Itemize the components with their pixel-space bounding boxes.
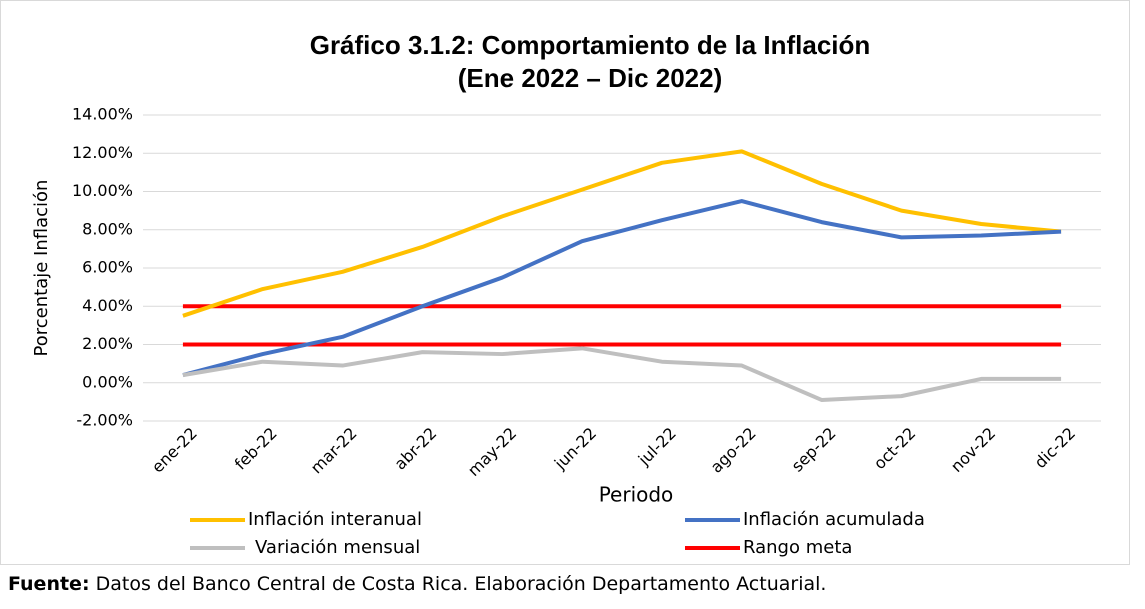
legend-label: Inflación interanual (248, 509, 422, 530)
y-tick-label: 6.00% (82, 258, 133, 277)
y-axis-label: Porcentaje Inflación (31, 180, 52, 357)
chart-title: (Ene 2022 – Dic 2022) (458, 63, 723, 93)
y-tick-label: 8.00% (82, 219, 133, 238)
source: Fuente: Datos del Banco Central de Costa… (8, 573, 826, 595)
legend-label: Inflación acumulada (743, 509, 925, 530)
source-label: Fuente: (8, 573, 90, 595)
y-tick-label: 12.00% (72, 143, 133, 162)
y-tick-label: -2.00% (76, 411, 133, 430)
legend-label: Variación mensual (255, 537, 420, 558)
chart-border (0, 0, 1130, 565)
y-tick-label: 10.00% (72, 181, 133, 200)
series-line (182, 199, 1062, 378)
x-axis-label: Periodo (599, 483, 674, 507)
legend-label: Rango meta (743, 537, 852, 558)
series-line (182, 346, 1062, 402)
y-tick-label: 2.00% (82, 334, 133, 353)
y-tick-label: 14.00% (72, 105, 133, 124)
chart-title: Gráfico 3.1.2: Comportamiento de la Infl… (310, 30, 871, 60)
y-tick-label: 4.00% (82, 296, 133, 315)
series-line (182, 149, 1062, 318)
source-text: Datos del Banco Central de Costa Rica. E… (96, 573, 827, 595)
y-tick-label: 0.00% (82, 372, 133, 391)
